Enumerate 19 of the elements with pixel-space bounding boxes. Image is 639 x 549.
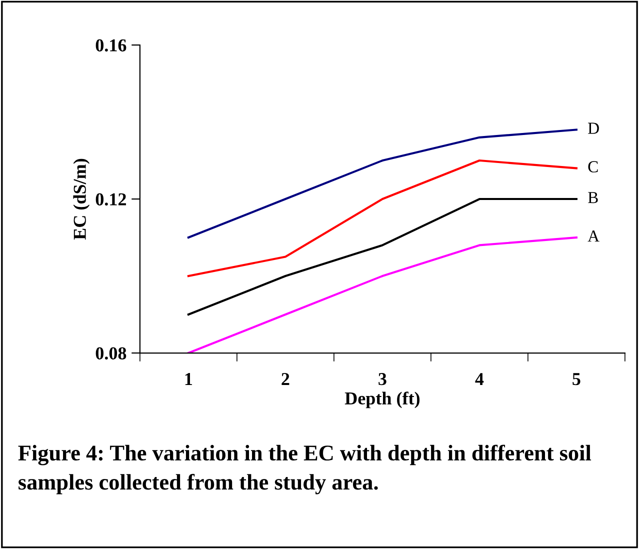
x-tick-label: 3 — [378, 373, 386, 386]
series-label: A — [588, 230, 600, 242]
y-tick-label: 0.12 — [96, 193, 126, 206]
x-tick-label: 2 — [282, 373, 290, 385]
line-series — [187, 198, 578, 316]
series-label: B — [588, 192, 598, 204]
line-series — [187, 128, 578, 239]
x-tick-label: 1 — [185, 373, 192, 385]
x-tick-label: 5 — [572, 373, 580, 386]
caption: Figure 4: The variation in the EC with depth in different soil samples collected from the study area. — [18, 444, 592, 494]
line-series — [187, 236, 578, 354]
x-tick-label: 4 — [475, 373, 484, 385]
y-tick-label: 0.16 — [96, 39, 126, 52]
series-label: D — [588, 122, 599, 134]
x-axis-title: Depth (ft) — [344, 392, 420, 408]
series-label: C — [588, 161, 598, 172]
y-tick-label: 0.08 — [96, 347, 126, 360]
y-axis-title: EC (dS/m) — [73, 158, 90, 240]
line-series — [187, 159, 578, 278]
